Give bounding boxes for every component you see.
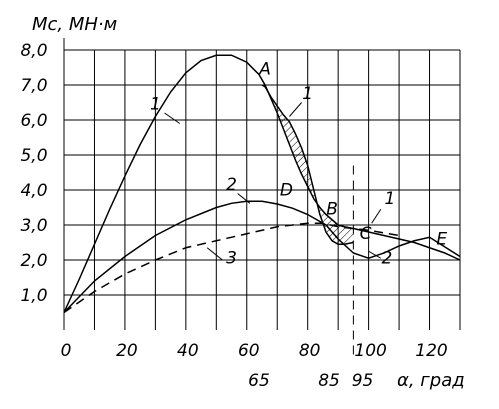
leader-line (371, 208, 382, 224)
leader-line (206, 247, 223, 261)
y-tick-label: 3,0 (20, 216, 47, 236)
leader-line (289, 102, 302, 117)
x-tick-label: 100 (354, 341, 386, 361)
leader-line (237, 193, 251, 204)
y-tick-label: 5,0 (20, 146, 47, 166)
annotation-label: D (280, 180, 293, 200)
hatched-area (262, 85, 354, 245)
y-tick-label: 6,0 (20, 111, 47, 131)
x-extra-tick-label: 95 (352, 371, 374, 391)
x-tick-label: 60 (238, 341, 260, 361)
y-axis-label: Mc, MH·м (32, 14, 117, 35)
x-axis-label: α, град (397, 370, 465, 391)
y-tick-label: 1,0 (20, 286, 47, 306)
annotation-label: 1 (150, 95, 161, 115)
y-tick-label: 4,0 (20, 181, 47, 201)
chart-curves (63, 54, 461, 314)
x-tick-label: 120 (415, 341, 447, 361)
x-extra-tick-label: 85 (318, 371, 340, 391)
y-tick-label: 8,0 (20, 41, 47, 61)
annotation-label: E (436, 229, 447, 249)
chart-labels: 1,0 2,0 3,0 4,0 5,0 6,0 7,0 8,0 0 20 40 60 80 100 120 6… (20, 14, 464, 391)
annotation-label: 3 (226, 249, 237, 269)
series-line-1 (63, 54, 461, 313)
annotation-label: 2 (226, 175, 237, 195)
annotation-label: A (258, 60, 271, 80)
hatched-region (262, 85, 354, 245)
annotation-label: 1 (385, 189, 396, 209)
x-tick-label: 20 (116, 341, 138, 361)
chart-grid (63, 38, 461, 358)
annotation-label: 1 (302, 84, 313, 104)
x-tick-label: 80 (299, 341, 321, 361)
x-tick-label: 40 (177, 341, 199, 361)
x-extra-tick-label: 65 (248, 371, 270, 391)
annotation-label: 2 (381, 249, 392, 269)
series-line-3 (63, 200, 461, 314)
annotation-label: C (360, 224, 372, 244)
leader-line (368, 250, 382, 259)
annotation-label: B (326, 200, 338, 220)
x-tick-label: 0 (61, 341, 72, 361)
series-line-2 (261, 84, 354, 245)
y-tick-label: 2,0 (20, 251, 47, 271)
y-tick-label: 7,0 (20, 76, 47, 96)
leader-line (164, 112, 181, 124)
series-line-4 (63, 222, 400, 314)
